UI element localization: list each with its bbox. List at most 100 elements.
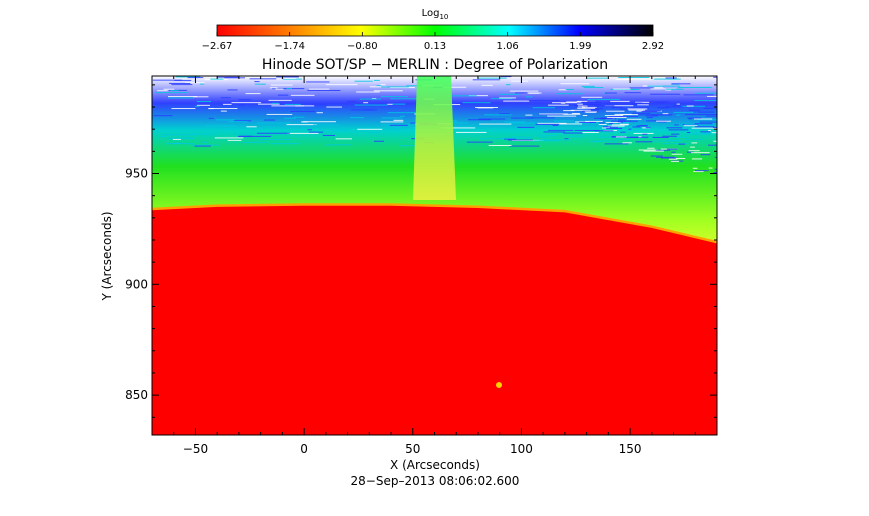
- noise-streak: [695, 170, 709, 172]
- noise-streak: [326, 106, 343, 108]
- y-axis-label: Y (Arcseconds): [100, 211, 114, 301]
- noise-streak: [387, 103, 394, 105]
- noise-streak: [466, 141, 493, 143]
- noise-streak: [533, 140, 560, 142]
- colorbar-tick-label: 1.06: [497, 41, 519, 52]
- x-axis-ticks: −50 0 50 100 150: [173, 76, 696, 456]
- noise-streak: [498, 113, 510, 115]
- noise-streak: [643, 150, 664, 152]
- noise-streak: [671, 133, 680, 135]
- noise-streak: [163, 88, 175, 90]
- noise-streak: [478, 118, 506, 120]
- noise-streak: [511, 117, 516, 119]
- noise-streak: [215, 119, 235, 121]
- noise-streak: [705, 115, 717, 117]
- noise-streak: [389, 124, 408, 126]
- noise-streak: [666, 127, 683, 129]
- noise-streak: [166, 143, 194, 145]
- noise-streak: [199, 83, 205, 85]
- noise-streak: [714, 168, 717, 170]
- noise-streak: [604, 105, 634, 107]
- noise-streak: [629, 107, 650, 109]
- noise-streak: [510, 136, 534, 138]
- noise-streak: [258, 139, 292, 141]
- noise-streak: [564, 138, 569, 140]
- noise-streak: [671, 83, 691, 85]
- noise-streak: [657, 107, 669, 109]
- noise-streak: [538, 113, 562, 115]
- noise-streak: [642, 133, 648, 135]
- noise-streak: [537, 124, 543, 126]
- noise-streak: [638, 136, 642, 138]
- noise-streak: [694, 100, 717, 102]
- noise-streak: [581, 96, 603, 98]
- colorbar-tick-label: −2.67: [202, 41, 233, 52]
- noise-streak: [638, 149, 658, 151]
- noise-streak: [616, 138, 631, 140]
- noise-streak: [587, 98, 620, 100]
- noise-streak: [351, 109, 377, 111]
- noise-streak: [687, 117, 702, 119]
- noise-streak: [157, 90, 168, 92]
- noise-streak: [691, 158, 703, 160]
- noise-streak: [692, 167, 698, 169]
- noise-streak: [224, 77, 246, 79]
- noise-streak: [205, 125, 237, 127]
- noise-streak: [175, 76, 201, 78]
- colorbar-label: Log10: [422, 8, 449, 21]
- noise-streak: [606, 103, 611, 105]
- noise-streak: [610, 100, 630, 102]
- noise-streak: [389, 129, 401, 131]
- noise-streak: [623, 122, 630, 124]
- noise-streak: [581, 85, 595, 87]
- noise-streak: [604, 143, 629, 145]
- noise-streak: [713, 76, 717, 78]
- noise-streak: [675, 157, 686, 159]
- noise-streak: [515, 127, 531, 129]
- noise-streak: [443, 86, 467, 88]
- noise-streak: [708, 167, 713, 169]
- noise-streak: [713, 171, 717, 173]
- noise-streak: [690, 146, 695, 148]
- noise-streak: [481, 84, 493, 86]
- noise-streak: [587, 100, 598, 102]
- noise-streak: [587, 77, 608, 79]
- noise-streak: [346, 100, 357, 102]
- noise-streak: [385, 76, 393, 78]
- noise-streak: [583, 87, 604, 89]
- noise-streak: [282, 78, 302, 80]
- noise-streak: [313, 124, 339, 126]
- noise-streak: [468, 119, 492, 121]
- noise-streak: [565, 89, 574, 91]
- noise-streak: [322, 134, 335, 136]
- noise-streak: [700, 154, 711, 156]
- noise-streak: [563, 132, 583, 134]
- noise-streak: [608, 116, 623, 118]
- noise-streak: [525, 114, 533, 116]
- noise-streak: [582, 115, 588, 117]
- noise-streak: [606, 126, 618, 128]
- noise-streak: [268, 99, 292, 101]
- noise-streak: [711, 132, 717, 134]
- noise-streak: [662, 113, 669, 115]
- noise-streak: [551, 102, 577, 104]
- noise-streak: [655, 149, 671, 151]
- noise-streak: [547, 115, 577, 117]
- noise-streak: [605, 121, 621, 123]
- noise-streak: [585, 120, 603, 122]
- noise-streak: [527, 100, 560, 102]
- noise-streak: [641, 111, 658, 113]
- noise-streak: [580, 101, 601, 103]
- noise-streak: [270, 84, 293, 86]
- noise-streak: [651, 114, 673, 116]
- noise-streak: [627, 108, 648, 110]
- noise-streak: [617, 121, 624, 123]
- polarization-map: [152, 76, 717, 435]
- noise-streak: [214, 137, 244, 139]
- x-tick-label: 50: [405, 442, 420, 456]
- noise-streak: [335, 138, 353, 140]
- noise-streak: [227, 89, 238, 91]
- noise-streak: [556, 93, 584, 95]
- noise-streak: [155, 92, 189, 94]
- noise-streak: [380, 121, 404, 123]
